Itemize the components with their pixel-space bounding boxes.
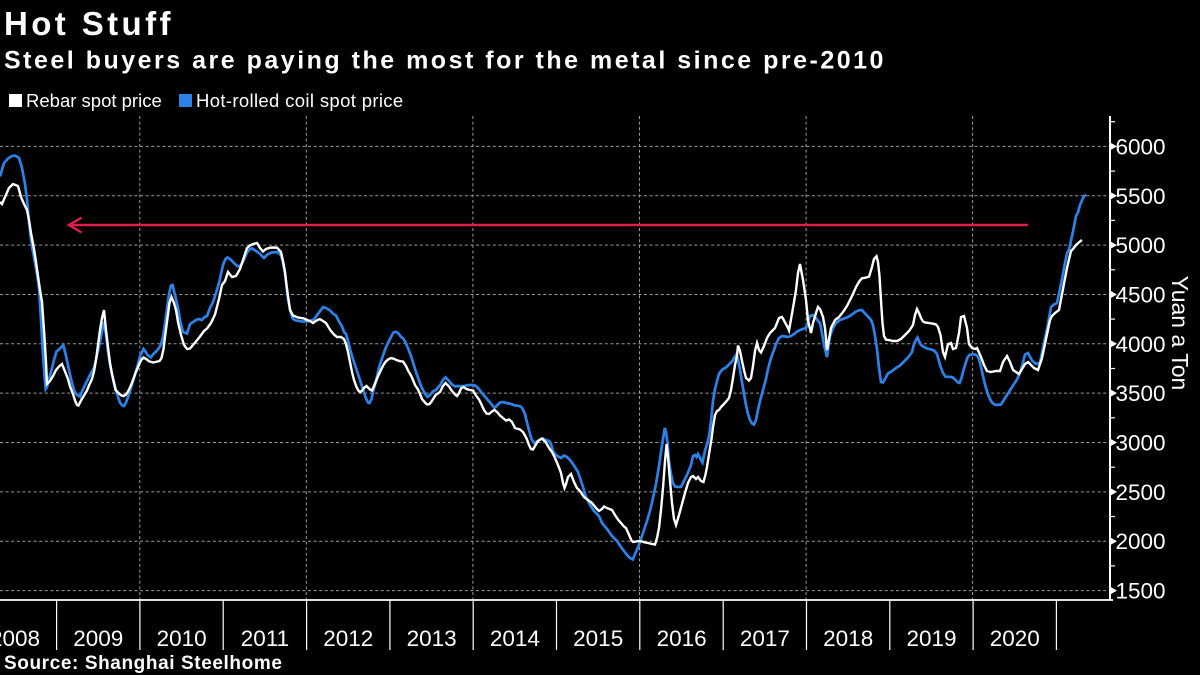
svg-text:3000: 3000 — [1116, 431, 1166, 456]
svg-text:2008: 2008 — [0, 626, 40, 651]
svg-text:4000: 4000 — [1116, 332, 1166, 357]
svg-text:1500: 1500 — [1116, 579, 1166, 604]
svg-text:2020: 2020 — [990, 626, 1040, 651]
svg-text:2013: 2013 — [407, 626, 457, 651]
svg-text:2009: 2009 — [73, 626, 123, 651]
svg-text:Source: Shanghai Steelhome: Source: Shanghai Steelhome — [4, 653, 283, 674]
svg-text:2019: 2019 — [906, 626, 956, 651]
svg-text:Steel buyers are paying the mo: Steel buyers are paying the most for the… — [4, 47, 886, 75]
svg-text:5500: 5500 — [1116, 184, 1166, 209]
svg-text:2500: 2500 — [1116, 480, 1166, 505]
svg-text:2010: 2010 — [157, 626, 207, 651]
svg-text:Rebar spot price: Rebar spot price — [26, 90, 162, 111]
svg-text:2011: 2011 — [241, 626, 289, 651]
svg-text:3500: 3500 — [1116, 381, 1166, 406]
svg-text:2014: 2014 — [490, 626, 540, 651]
svg-text:6000: 6000 — [1116, 134, 1166, 159]
svg-text:Yuan a Ton: Yuan a Ton — [1167, 276, 1193, 391]
svg-text:2018: 2018 — [823, 626, 873, 651]
svg-text:2015: 2015 — [573, 626, 623, 651]
svg-text:2000: 2000 — [1116, 529, 1166, 554]
svg-text:Hot-rolled coil spot price: Hot-rolled coil spot price — [196, 90, 404, 111]
svg-text:2012: 2012 — [323, 626, 373, 651]
svg-text:4500: 4500 — [1116, 283, 1166, 308]
svg-text:5000: 5000 — [1116, 233, 1166, 258]
svg-text:2016: 2016 — [657, 626, 707, 651]
svg-text:2017: 2017 — [740, 626, 790, 651]
svg-text:Hot Stuff: Hot Stuff — [4, 5, 174, 42]
